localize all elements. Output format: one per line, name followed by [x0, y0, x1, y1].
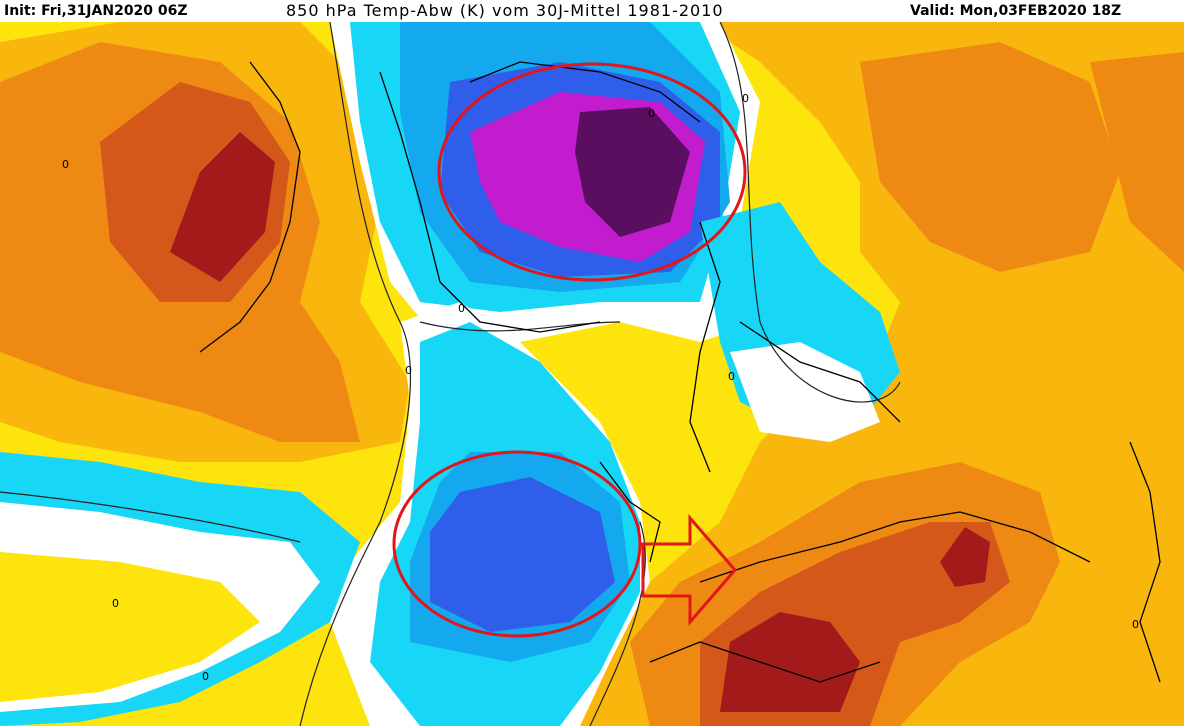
contour-label: 0 [458, 302, 465, 315]
arctic-cold-highlight-ellipse [437, 62, 747, 282]
contour-label: 0 [62, 158, 69, 171]
dark-red-iberia [720, 612, 860, 712]
dark-red-balkans [940, 527, 990, 587]
contour-label: 0 [202, 670, 209, 683]
warm-advection-arrow-icon [641, 513, 737, 627]
contour-label: 0 [648, 107, 655, 120]
contour-label: 0 [742, 92, 749, 105]
contour-label: 0 [112, 597, 119, 610]
temperature-anomaly-map: 0 0 0 0 0 0 0 0 0 [0, 22, 1184, 726]
atlantic-cold-highlight-ellipse [392, 450, 642, 638]
coastlines [199, 61, 1161, 683]
map-header: Init: Fri,31JAN2020 06Z 850 hPa Temp-Abw… [0, 0, 1184, 22]
contour-label-group: 0 0 0 0 0 0 0 0 0 [62, 92, 1139, 683]
dark-red-west [170, 132, 275, 282]
deepest-cold-arctic [575, 107, 690, 237]
orange-region-east2 [1090, 52, 1184, 272]
annotation-overlay [392, 62, 747, 638]
yellow-patch-sw [0, 552, 260, 702]
parameter-label: 850 hPa Temp-Abw (K) vom 30J-Mittel 1981… [286, 1, 724, 20]
valid-time-label: Valid: Mon,03FEB2020 18Z [910, 3, 1122, 19]
very-cold-atlantic [430, 477, 615, 632]
contour-label: 0 [1132, 618, 1139, 631]
init-time-label: Init: Fri,31JAN2020 06Z [4, 3, 188, 19]
white-scandinavia [730, 342, 880, 442]
orange-region-east [860, 42, 1120, 272]
contour-label: 0 [405, 364, 412, 377]
contour-label: 0 [728, 370, 735, 383]
